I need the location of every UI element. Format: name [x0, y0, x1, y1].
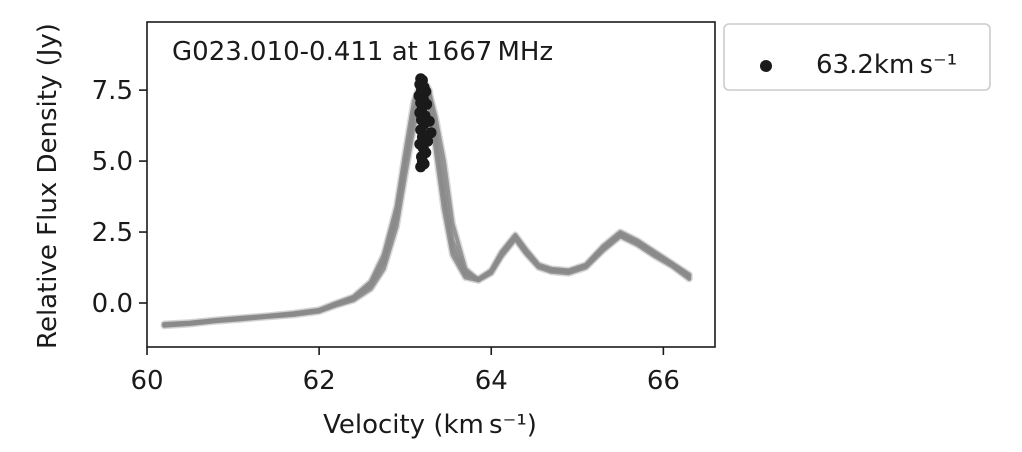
peak-marker [415, 161, 427, 173]
x-axis: 60 62 64 66 [130, 347, 680, 396]
spectrum-line-4 [162, 88, 692, 327]
peak-marker [425, 127, 437, 139]
x-tick-label: 66 [647, 366, 680, 396]
plot-annotation: G023.010-0.411 at 1667 MHz [172, 37, 553, 67]
legend-label: 63.2km s⁻¹ [816, 50, 957, 80]
y-tick-label: 5.0 [92, 147, 133, 177]
legend-box [723, 23, 991, 91]
legend: 63.2km s⁻¹ [723, 23, 991, 91]
y-tick-label: 2.5 [92, 218, 133, 248]
plot-frame [146, 21, 716, 348]
spectra-layer [160, 75, 693, 330]
legend-marker [760, 60, 772, 72]
y-tick-label: 0.0 [92, 289, 133, 319]
markers-layer [413, 73, 437, 173]
y-axis: 0.0 2.5 5.0 7.5 [92, 76, 147, 319]
x-axis-label: Velocity (km s⁻¹) [323, 410, 537, 440]
x-tick-label: 62 [303, 366, 336, 396]
x-tick-label: 60 [130, 366, 163, 396]
y-tick-label: 7.5 [92, 76, 133, 106]
x-tick-label: 64 [475, 366, 508, 396]
y-axis-label: Relative Flux Density (Jy) [33, 23, 63, 349]
